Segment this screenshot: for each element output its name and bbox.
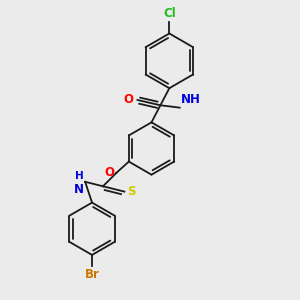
Text: Br: Br xyxy=(85,268,100,281)
Text: N: N xyxy=(74,183,84,196)
Text: H: H xyxy=(75,171,84,181)
Text: Cl: Cl xyxy=(163,8,176,20)
Text: NH: NH xyxy=(181,93,200,106)
Text: S: S xyxy=(127,185,135,198)
Text: O: O xyxy=(104,166,114,179)
Text: O: O xyxy=(124,93,134,106)
